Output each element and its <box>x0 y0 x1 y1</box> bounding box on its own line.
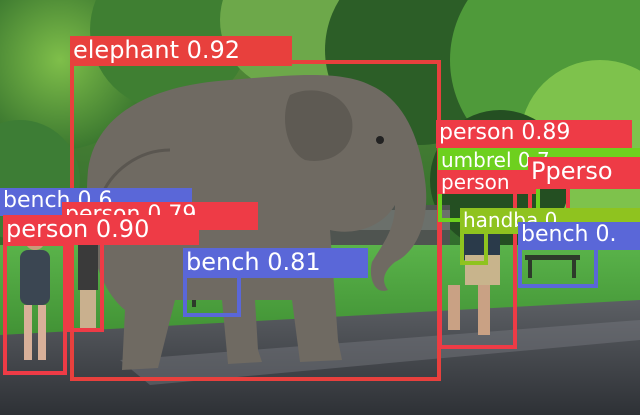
person-bounding-box-left <box>3 242 67 375</box>
person-label-left: person 0.90 <box>3 215 199 245</box>
person-label: person 0.89 <box>436 120 632 148</box>
bench-label-middle: bench 0.81 <box>183 248 368 278</box>
bench-bounding-box-middle <box>183 272 241 317</box>
person-label-small: Pperso <box>528 157 640 189</box>
bench-label-right: bench 0. <box>518 222 640 250</box>
person-label-partial: person <box>438 170 536 194</box>
elephant-label: elephant 0.92 <box>70 36 292 66</box>
